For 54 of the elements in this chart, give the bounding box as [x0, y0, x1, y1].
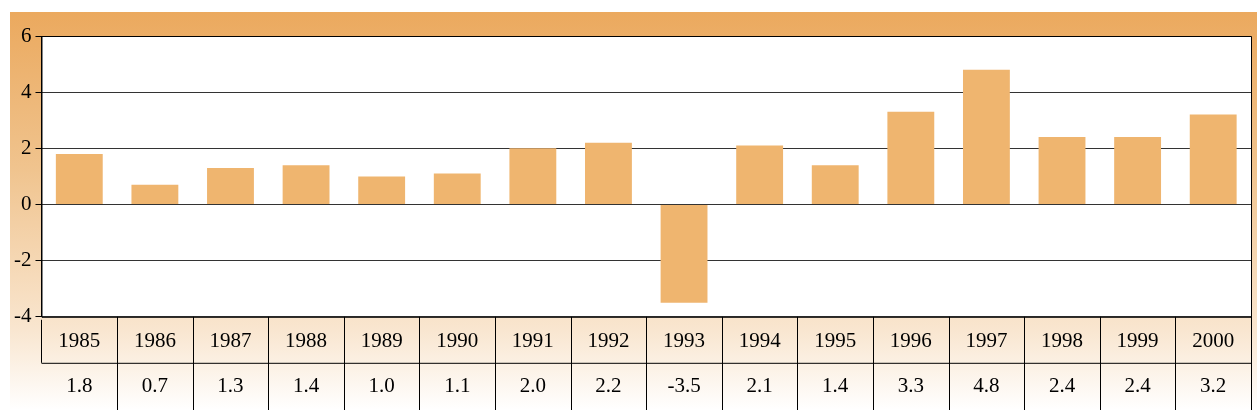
bar [1038, 137, 1086, 204]
bar [585, 142, 632, 204]
bar [55, 153, 103, 204]
x-tick-label: 1994 [738, 327, 782, 352]
data-label: 1.4 [292, 373, 320, 398]
bar [358, 176, 406, 204]
bar [660, 204, 708, 303]
x-tick-label: 1991 [511, 327, 554, 352]
data-label: 2.0 [519, 373, 546, 398]
bar [811, 165, 859, 204]
x-tick-label: 1997 [965, 327, 1008, 352]
data-label: 1.1 [444, 373, 471, 398]
bar [207, 167, 254, 204]
x-tick-label: 1988 [285, 327, 328, 352]
x-tick-label: 1998 [1041, 327, 1084, 352]
data-label: 1.0 [368, 373, 395, 398]
bar [509, 148, 557, 204]
data-label: 3.3 [897, 373, 924, 398]
bar [282, 165, 330, 204]
x-tick-label: 2000 [1192, 327, 1235, 352]
y-tick-label: 6 [20, 22, 32, 47]
x-tick-label: 1985 [58, 327, 101, 352]
data-label: 0.7 [141, 373, 169, 398]
bar [131, 184, 179, 204]
data-label: 2.4 [1048, 373, 1076, 398]
data-label: 3.2 [1200, 373, 1227, 398]
x-tick-label: 1992 [587, 327, 630, 352]
y-tick-label: 0 [20, 191, 32, 215]
data-label: 1.8 [66, 373, 93, 398]
x-tick-label: 1986 [133, 327, 176, 352]
data-label: -3.5 [667, 373, 701, 398]
x-tick-label: 1987 [209, 327, 252, 352]
bar [736, 145, 784, 204]
bar [887, 111, 935, 204]
data-label: 2.2 [595, 373, 622, 398]
x-tick-label: 1996 [889, 327, 932, 352]
x-tick-label: 1999 [1116, 327, 1159, 352]
data-label: 2.4 [1124, 373, 1152, 398]
data-label: 4.8 [973, 373, 1000, 398]
x-tick-label: 1993 [663, 327, 706, 352]
y-tick-label: 4 [20, 78, 32, 103]
x-tick-label: 1995 [814, 327, 857, 352]
y-tick-label: 2 [20, 134, 32, 159]
x-tick-label: 1990 [436, 327, 479, 352]
y-tick-label: -2 [13, 247, 32, 272]
x-tick-label: 1989 [360, 327, 403, 352]
y-tick-label: -4 [13, 303, 32, 328]
bar [1189, 114, 1237, 204]
data-label: 2.1 [746, 373, 773, 398]
bar [433, 173, 481, 204]
bar [1114, 137, 1162, 204]
data-label: 1.3 [217, 373, 244, 398]
bar [962, 69, 1010, 204]
data-label: 1.4 [822, 373, 849, 398]
